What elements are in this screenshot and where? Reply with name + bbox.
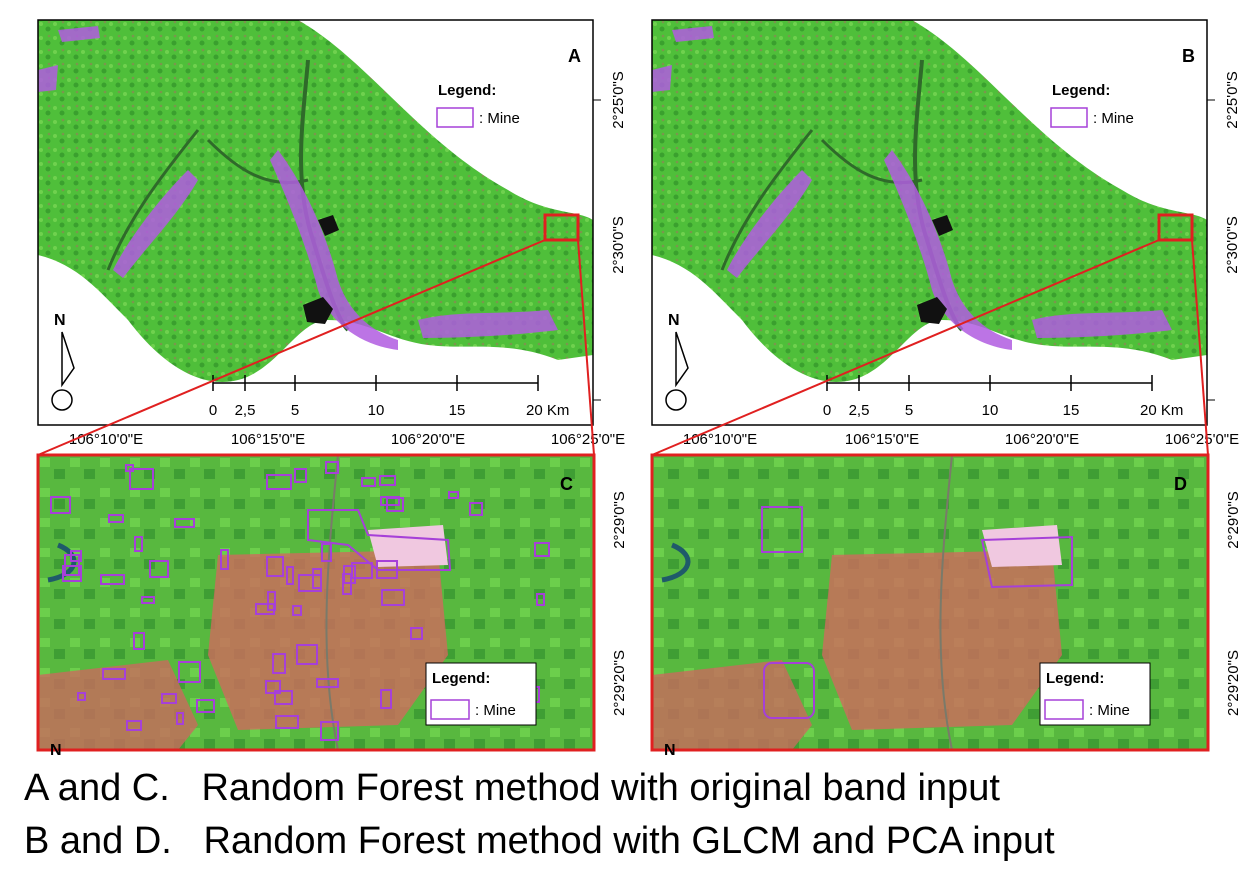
legend-title: Legend: (1046, 670, 1104, 687)
legend-title: Legend: (432, 670, 490, 687)
scale-label: 15 (449, 402, 466, 419)
scale-label: 5 (291, 402, 299, 419)
lon-label: 106°15'0"E (845, 431, 919, 448)
north-circle (52, 390, 72, 410)
north-label: N (668, 312, 680, 329)
scale-label: 0 (209, 402, 217, 419)
caption: B and D. Random Forest method with GLCM … (24, 820, 1055, 862)
legend-swatch (437, 108, 473, 127)
scale-label: 5 (905, 402, 913, 419)
north-label: N (50, 742, 62, 759)
scale-label: 2,5 (235, 402, 256, 419)
scale-label: 2,5 (849, 402, 870, 419)
legend-swatch (431, 700, 469, 719)
lat-label: 2°30'0"S (610, 216, 627, 274)
lat-label: 2°29'20"S (611, 650, 628, 716)
lat-label: 2°29'20"S (1225, 650, 1242, 716)
lon-label: 106°20'0"E (1005, 431, 1079, 448)
lat-label: 2°25'0"S (610, 71, 627, 129)
lat-label: 2°29'0"S (611, 491, 628, 549)
scale-label: 20 Km (1140, 402, 1183, 419)
north-circle (666, 390, 686, 410)
scale-label: 10 (982, 402, 999, 419)
legend-swatch (1045, 700, 1083, 719)
legend-item: : Mine (479, 110, 520, 127)
legend-swatch (1051, 108, 1087, 127)
bright-field (982, 525, 1062, 567)
panel-label: A (568, 46, 581, 66)
caption: A and C. Random Forest method with origi… (24, 767, 1000, 809)
lat-label: 2°30'0"S (1224, 216, 1241, 274)
lon-label: 106°20'0"E (391, 431, 465, 448)
panel-label: D (1174, 474, 1187, 494)
lon-label: 106°15'0"E (231, 431, 305, 448)
lat-label: 2°29'0"S (1225, 491, 1242, 549)
zoom-panel: CLegend:: MineN 2°29'0"S2°29'20"S (38, 455, 628, 759)
lon-label: 106°25'0"E (551, 431, 625, 448)
legend-title: Legend: (438, 82, 496, 99)
scale-label: 0 (823, 402, 831, 419)
north-label: N (54, 312, 66, 329)
urban-area (38, 660, 198, 750)
lon-label: 106°10'0"E (69, 431, 143, 448)
panel-label: C (560, 474, 573, 494)
panel-label: B (1182, 46, 1195, 66)
lon-label: 106°10'0"E (683, 431, 757, 448)
legend-item: : Mine (1093, 110, 1134, 127)
legend-title: Legend: (1052, 82, 1110, 99)
lat-label: 2°25'0"S (1224, 71, 1241, 129)
north-label: N (664, 742, 676, 759)
scale-label: 15 (1063, 402, 1080, 419)
lon-label: 106°25'0"E (1165, 431, 1239, 448)
legend-item: : Mine (475, 702, 516, 719)
legend-item: : Mine (1089, 702, 1130, 719)
scale-label: 20 Km (526, 402, 569, 419)
scale-label: 10 (368, 402, 385, 419)
urban-area (652, 660, 812, 750)
figure: ALegend:: MineN02,55101520 Km106°10'0"E1… (0, 0, 1248, 889)
